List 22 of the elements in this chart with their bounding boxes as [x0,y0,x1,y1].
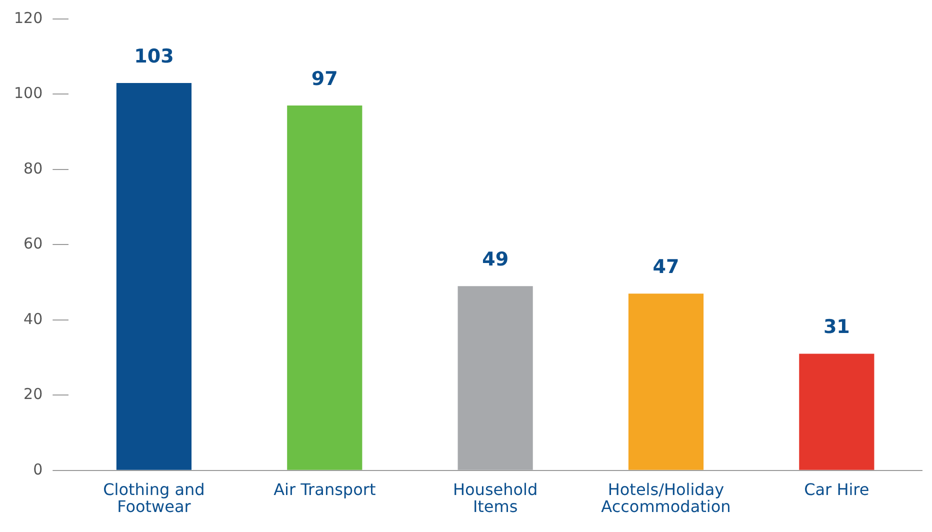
bar [628,294,704,470]
bar [458,286,533,470]
y-tick-label: 80 [24,159,43,178]
data-label: 97 [311,68,338,90]
y-tick-label: 120 [14,8,43,27]
x-tick-label: Clothing and Footwear [103,480,205,516]
y-tick-label: 0 [33,460,43,478]
x-tick-label: Air Transport [274,480,376,499]
bar [116,82,192,470]
data-label: 49 [482,248,509,271]
bar [287,106,362,470]
data-label: 47 [652,256,680,278]
bar [799,354,874,470]
y-tick-label: 40 [24,310,43,328]
y-tick-label: 100 [14,84,43,102]
y-tick-label: 20 [24,385,43,404]
data-label: 103 [134,45,174,68]
y-tick-label: 60 [24,234,43,253]
x-tick-label: Household Items [452,480,538,516]
x-tick-label: Car Hire [804,480,870,499]
x-tick-label: Hotels/Holiday Accommodation [601,480,731,516]
data-label: 31 [823,316,850,338]
